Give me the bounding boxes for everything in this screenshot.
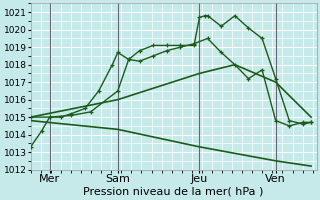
X-axis label: Pression niveau de la mer( hPa ): Pression niveau de la mer( hPa ): [84, 187, 264, 197]
